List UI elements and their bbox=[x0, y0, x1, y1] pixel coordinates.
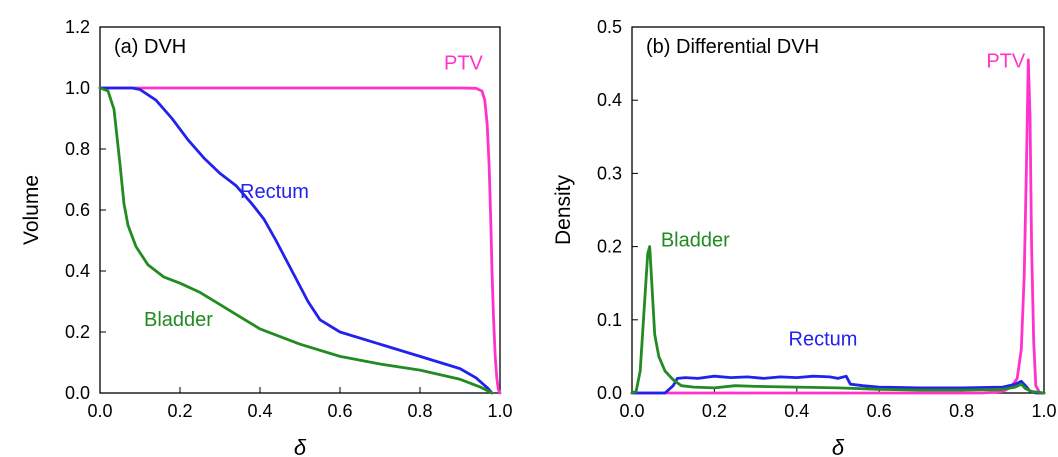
series-line-rectum bbox=[630, 374, 1046, 395]
y-tick-label: 0.2 bbox=[597, 237, 622, 257]
y-tick-label: 0.5 bbox=[597, 17, 622, 37]
y-tick-label: 0.4 bbox=[65, 261, 90, 281]
plot-area bbox=[99, 26, 501, 394]
panel-b-differential-dvh: 0.0 0.2 0.4 0.6 0.8 1.0 0.0 0.1 0.2 0.3 0.4 0.5 δ Den… bbox=[552, 17, 1057, 457]
y-tick-label: 1.0 bbox=[65, 78, 90, 98]
x-tick-label: 1.0 bbox=[1031, 401, 1056, 421]
y-tick-label: 0.2 bbox=[65, 322, 90, 342]
series-label-bladder: Bladder bbox=[144, 309, 213, 331]
panel-label: (b) Differential DVH bbox=[646, 36, 819, 58]
y-tick-label: 0.0 bbox=[597, 383, 622, 403]
y-axis-label: Density bbox=[552, 174, 575, 245]
x-axis-label: δ bbox=[294, 435, 307, 457]
series-label-ptv: PTV bbox=[986, 50, 1026, 72]
y-tick-label: 1.2 bbox=[65, 17, 90, 37]
y-tick-label: 0.1 bbox=[597, 310, 622, 330]
series-label-rectum: Rectum bbox=[789, 328, 858, 350]
x-tick-label: 0.0 bbox=[87, 401, 112, 421]
series-label-bladder: Bladder bbox=[661, 230, 730, 252]
series-label-ptv: PTV bbox=[444, 53, 484, 75]
series-line-bladder bbox=[98, 86, 494, 395]
x-tick-label: 0.8 bbox=[407, 401, 432, 421]
series-line-bladder bbox=[630, 245, 1046, 395]
y-tick-label: 0.0 bbox=[65, 383, 90, 403]
series-label-rectum: Rectum bbox=[240, 181, 309, 203]
x-tick-label: 0.0 bbox=[619, 401, 644, 421]
panel-a-dvh: 0.0 0.2 0.4 0.6 0.8 1.0 0.0 0.2 0.4 0.6 0.8 1.0 1.2 δ… bbox=[20, 17, 513, 457]
x-tick-label: 0.4 bbox=[784, 401, 809, 421]
x-tick-label: 0.6 bbox=[867, 401, 892, 421]
x-tick-label: 1.0 bbox=[487, 401, 512, 421]
panel-label: (a) DVH bbox=[114, 36, 186, 58]
x-axis-label: δ bbox=[832, 435, 845, 457]
x-tick-label: 0.2 bbox=[702, 401, 727, 421]
x-tick-label: 0.6 bbox=[327, 401, 352, 421]
y-tick-label: 0.8 bbox=[65, 139, 90, 159]
series-line-ptv bbox=[98, 86, 502, 395]
y-tick-label: 0.3 bbox=[597, 163, 622, 183]
y-tick-label: 0.6 bbox=[65, 200, 90, 220]
x-tick-label: 0.4 bbox=[247, 401, 272, 421]
y-tick-label: 0.4 bbox=[597, 90, 622, 110]
x-tick-label: 0.2 bbox=[167, 401, 192, 421]
series-line-rectum bbox=[98, 86, 494, 395]
x-tick-label: 0.8 bbox=[949, 401, 974, 421]
y-axis-label: Volume bbox=[20, 175, 43, 245]
